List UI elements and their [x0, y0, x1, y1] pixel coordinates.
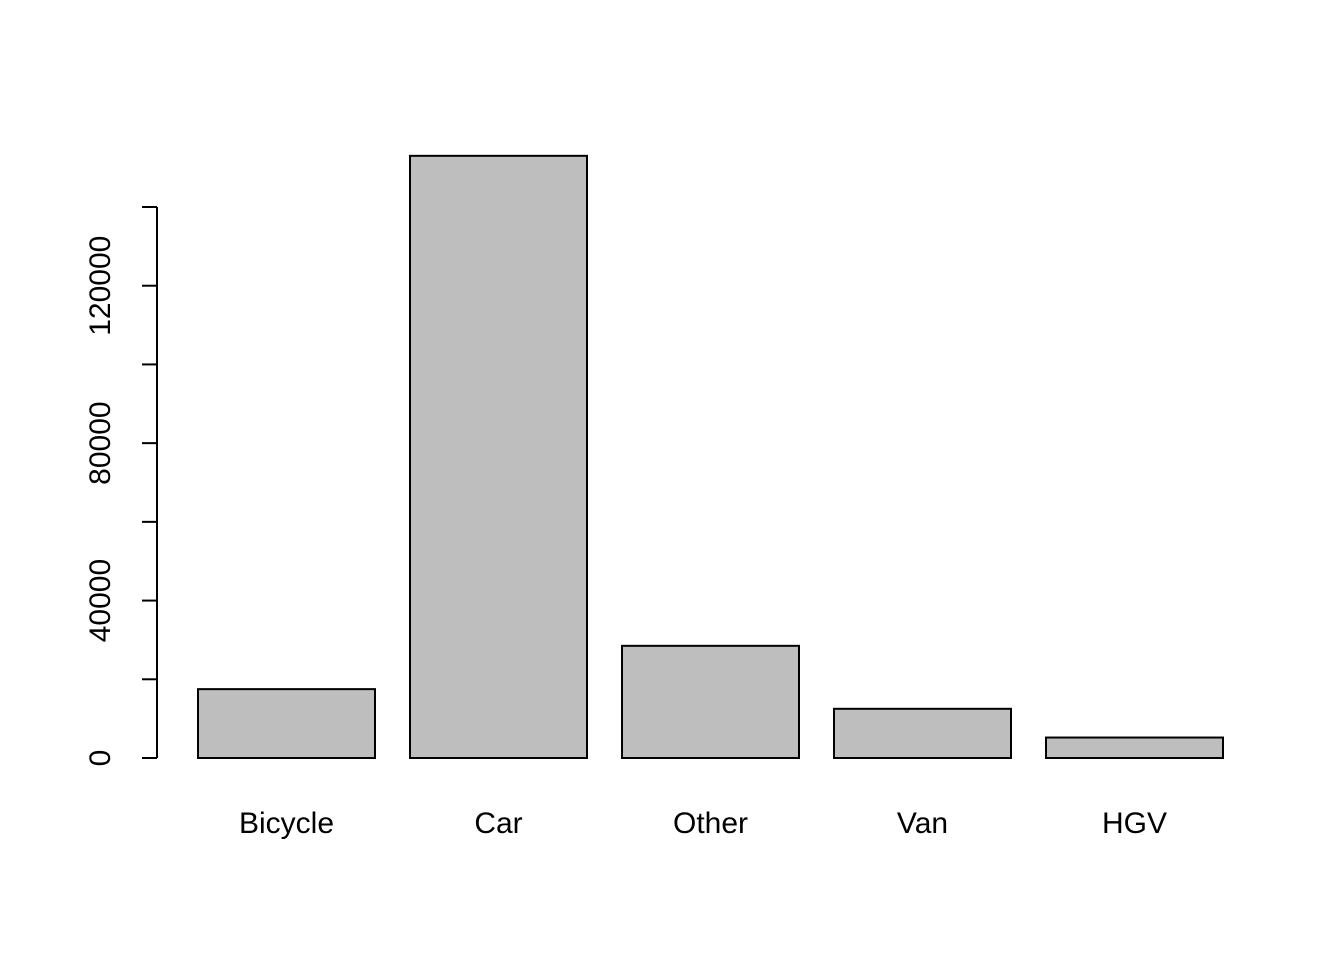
y-tick-label: 120000 — [84, 236, 117, 336]
y-tick-label: 0 — [84, 750, 117, 767]
bar-other — [621, 644, 800, 760]
category-label-car: Car — [474, 807, 522, 840]
category-label-bicycle: Bicycle — [239, 807, 334, 840]
bar-van — [833, 707, 1012, 760]
bars — [197, 154, 1224, 760]
y-tick-label: 40000 — [84, 559, 117, 642]
bar-bicycle — [197, 688, 376, 759]
x-axis-labels: Bicycle Car Other Van HGV — [239, 807, 1167, 840]
bar-car — [409, 154, 588, 760]
y-tick-label: 80000 — [84, 401, 117, 484]
category-label-hgv: HGV — [1102, 807, 1167, 840]
category-label-other: Other — [673, 807, 748, 840]
bar-hgv — [1045, 736, 1224, 760]
y-axis: 0 40000 80000 120000 — [84, 206, 158, 767]
category-label-van: Van — [897, 807, 948, 840]
